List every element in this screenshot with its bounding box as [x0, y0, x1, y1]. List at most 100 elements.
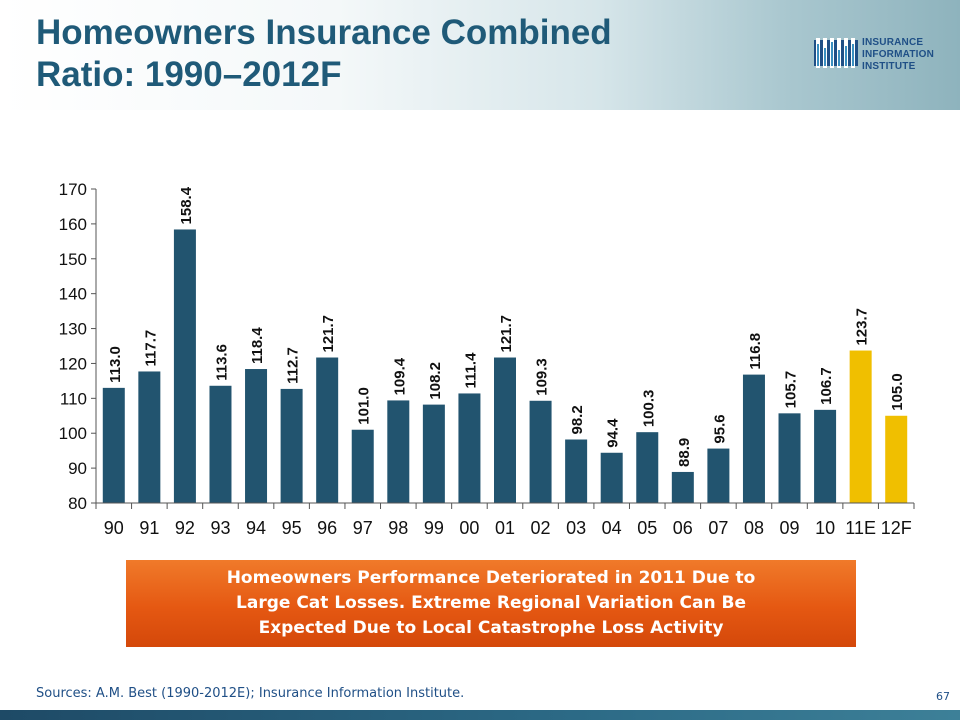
bar-data-label: 95.6 — [711, 414, 728, 443]
bar — [458, 393, 481, 503]
bar — [778, 413, 801, 503]
y-tick-label: 160 — [59, 215, 87, 234]
bar-data-label: 94.4 — [605, 418, 622, 448]
bar — [849, 350, 872, 503]
y-tick-label: 140 — [59, 285, 87, 304]
x-axis: 90 91 92 93 94 95 96 97 98 99 00 01 02 03 04 05 06 07 08 09… — [95, 502, 915, 538]
bar — [814, 409, 837, 503]
iii-logo: INSURANCE INFORMATION INSTITUTE — [812, 34, 952, 74]
bar-series — [102, 229, 908, 503]
x-tick-label: 10 — [815, 518, 835, 538]
x-tick-label: 12F — [881, 518, 912, 538]
bar-data-label: 118.4 — [249, 327, 266, 364]
bar-data-label: 101.0 — [356, 387, 373, 425]
x-tick-label: 01 — [495, 518, 515, 538]
bar-data-label: 105.7 — [783, 371, 800, 409]
x-tick-label: 91 — [139, 518, 159, 538]
bar-data-label: 116.8 — [747, 333, 764, 370]
logo-text-line-1: INSURANCE — [862, 37, 924, 48]
bar — [565, 439, 588, 503]
callout-line-2: Large Cat Losses. Extreme Regional Varia… — [236, 593, 746, 613]
x-tick-label: 93 — [210, 518, 230, 538]
x-tick-label: 07 — [708, 518, 728, 538]
source-note: Sources: A.M. Best (1990-2012E); Insuran… — [36, 686, 465, 701]
y-tick-label: 90 — [68, 459, 87, 478]
y-tick-label: 80 — [68, 494, 87, 513]
bar — [707, 448, 730, 503]
bar-data-label: 88.9 — [676, 438, 693, 467]
bar — [102, 387, 125, 503]
bar — [885, 415, 908, 503]
x-tick-label: 05 — [637, 518, 657, 538]
y-tick-label: 170 — [59, 180, 87, 199]
data-labels: 113.0 117.7 158.4 113.6 118.4 112.7 121.7 101.0… — [107, 186, 906, 467]
bar — [280, 388, 303, 503]
x-tick-label: 98 — [388, 518, 408, 538]
bar — [422, 404, 445, 503]
bar-data-label: 158.4 — [178, 186, 195, 224]
slide-title-line-2: Ratio: 1990–2012F — [36, 55, 342, 94]
y-tick-label: 120 — [59, 354, 87, 373]
bar-data-label: 106.7 — [818, 367, 835, 405]
bar-data-label: 105.0 — [889, 373, 906, 411]
x-tick-label: 09 — [780, 518, 800, 538]
slide-title: Homeowners Insurance Combined Ratio: 199… — [36, 12, 612, 96]
bar-data-label: 100.3 — [640, 390, 657, 428]
x-tick-label: 03 — [566, 518, 586, 538]
bar-data-label: 113.0 — [107, 346, 124, 383]
logo-text-line-3: INSTITUTE — [862, 61, 916, 72]
x-tick-label: 97 — [353, 518, 373, 538]
x-tick-label: 99 — [424, 518, 444, 538]
x-tick-label: 04 — [602, 518, 622, 538]
x-tick-label: 11E — [845, 518, 876, 538]
bar-data-label: 112.7 — [285, 347, 302, 384]
slide-title-line-1: Homeowners Insurance Combined — [36, 13, 612, 52]
y-tick-label: 110 — [60, 389, 87, 408]
bar-data-label: 108.2 — [427, 362, 444, 400]
x-tick-label: 96 — [317, 518, 337, 538]
x-tick-label: 94 — [246, 518, 266, 538]
bar — [138, 371, 161, 503]
bar — [529, 400, 552, 503]
bar — [636, 432, 659, 503]
footer-bar — [0, 710, 960, 720]
bar — [387, 400, 410, 503]
bar — [494, 357, 516, 503]
y-tick-label: 130 — [59, 320, 87, 339]
iii-logo-mark-icon — [814, 38, 858, 68]
bar-data-label: 111.4 — [462, 352, 479, 389]
callout-box: Homeowners Performance Deteriorated in 2… — [126, 560, 856, 647]
bar — [316, 357, 339, 503]
y-tick-label: 150 — [59, 250, 87, 269]
bar-data-label: 121.7 — [498, 315, 515, 353]
x-tick-label: 95 — [282, 518, 302, 538]
page-number: 67 — [936, 690, 950, 703]
y-tick-label: 100 — [59, 424, 87, 443]
bar-data-label: 113.6 — [213, 344, 230, 381]
y-axis: 80 90 100 110 120 130 140 150 160 170 — [59, 180, 97, 513]
bar-data-label: 98.2 — [569, 405, 586, 434]
logo-text-line-2: INFORMATION — [862, 49, 935, 60]
bar — [742, 374, 765, 503]
callout-line-3: Expected Due to Local Catastrophe Loss A… — [258, 618, 724, 638]
bar-data-label: 117.7 — [142, 330, 159, 367]
x-tick-label: 08 — [744, 518, 764, 538]
header-band — [0, 0, 960, 110]
x-tick-label: 90 — [104, 518, 124, 538]
x-tick-label: 06 — [673, 518, 693, 538]
bar-data-label: 109.3 — [534, 358, 551, 396]
bar — [209, 385, 232, 503]
x-tick-label: 02 — [531, 518, 551, 538]
bar-data-label: 121.7 — [320, 315, 337, 353]
bar — [671, 471, 694, 503]
iii-logo-text: INSURANCE INFORMATION INSTITUTE — [862, 37, 934, 73]
callout-line-1: Homeowners Performance Deteriorated in 2… — [226, 568, 756, 588]
bar-data-label: 123.7 — [854, 308, 871, 346]
bar — [600, 452, 623, 503]
bar-data-label: 109.4 — [391, 357, 408, 395]
bar — [173, 229, 196, 503]
x-tick-label: 92 — [175, 518, 195, 538]
bar — [351, 429, 374, 503]
